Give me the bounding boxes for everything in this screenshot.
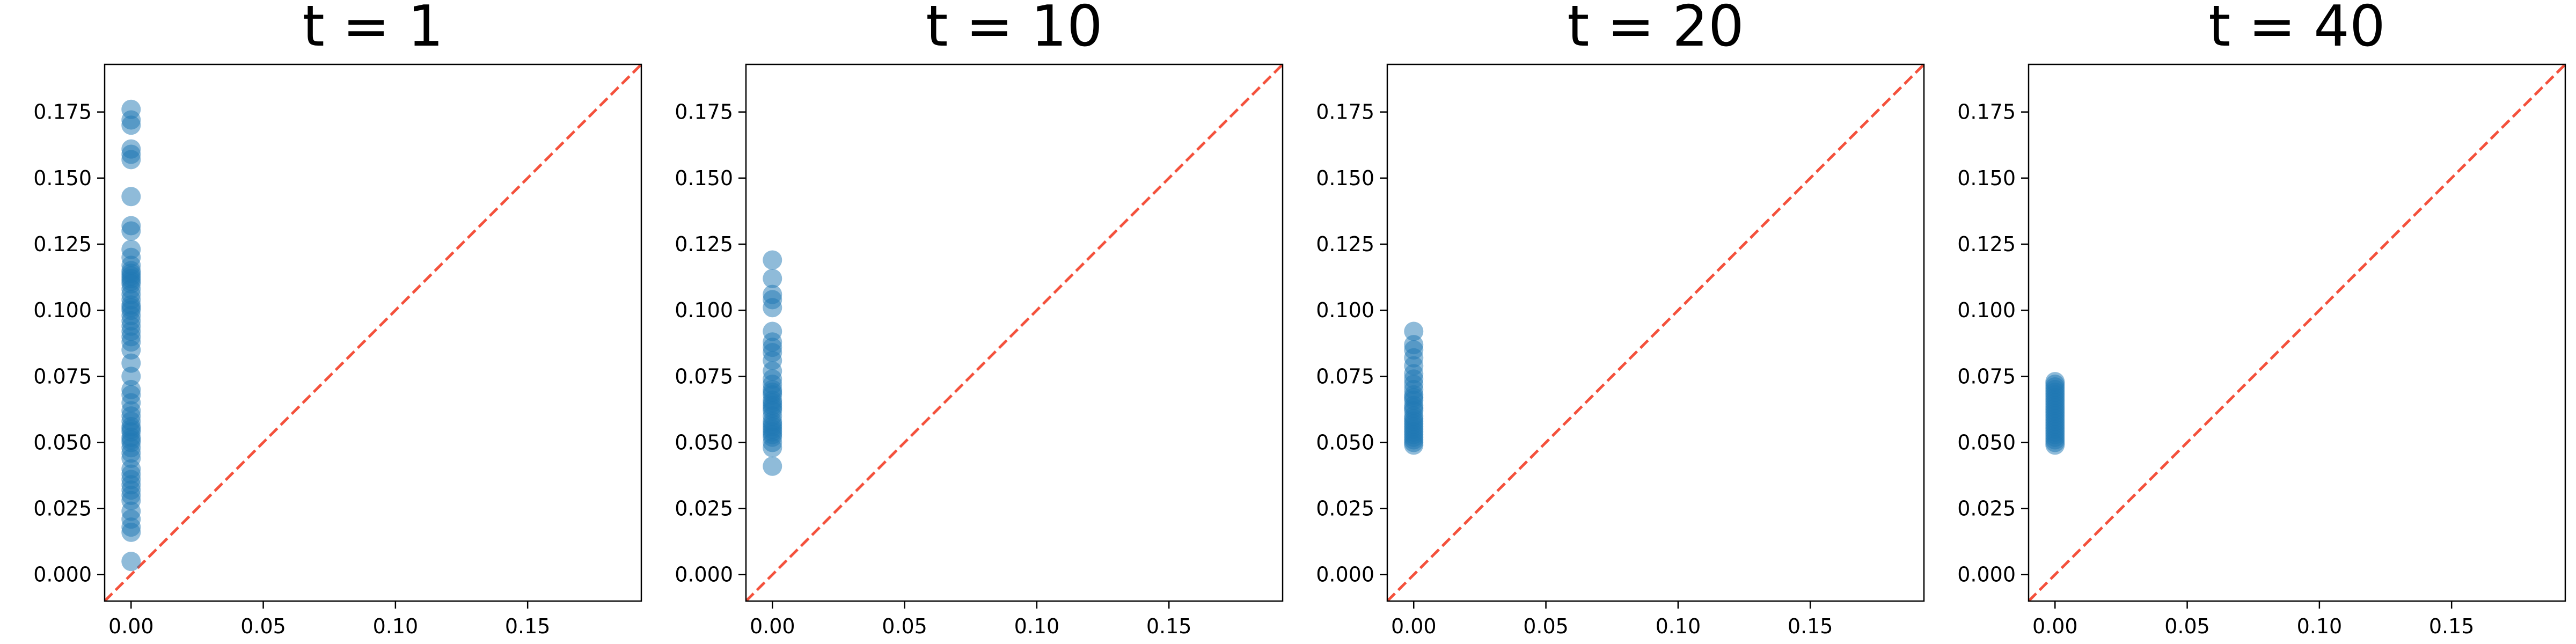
panel-title: t = 20 xyxy=(1567,0,1744,59)
scatter-points xyxy=(121,99,141,572)
x-tick-label: 0.05 xyxy=(240,614,286,638)
y-tick-label: 0.025 xyxy=(33,497,92,521)
y-tick-label: 0.075 xyxy=(1316,364,1374,388)
y-tick-label: 0.100 xyxy=(1957,298,2016,322)
plot-frame xyxy=(2028,63,2566,602)
y-tick-label: 0.000 xyxy=(1957,563,2016,587)
scatter-point xyxy=(763,269,782,289)
scatter-point xyxy=(2045,372,2065,392)
y-tick-label: 0.175 xyxy=(675,100,733,124)
x-tick-label: 0.00 xyxy=(2032,614,2078,638)
scatter-panel-3: t = 20 0.00 0.05 0.10 0.15 0.000 0.025 0.050 0.0… xyxy=(1316,0,1925,638)
scatter-point xyxy=(121,298,141,318)
y-tick-label: 0.125 xyxy=(33,232,92,256)
scatter-points xyxy=(2045,372,2065,455)
y-tick-label: 0.125 xyxy=(1957,232,2016,256)
y-tick-label: 0.100 xyxy=(33,298,92,322)
scatter-point xyxy=(121,216,141,236)
panel-title: t = 40 xyxy=(2208,0,2385,59)
y-tick-label: 0.175 xyxy=(1957,100,2016,124)
scatter-point xyxy=(1404,321,1424,341)
scatter-point xyxy=(763,250,782,270)
y-tick-label: 0.050 xyxy=(33,430,92,454)
scatter-point xyxy=(121,379,141,399)
y-tick-label: 0.025 xyxy=(1316,497,1374,521)
plot-frame xyxy=(745,63,1284,602)
scatter-point xyxy=(121,187,141,207)
scatter-point xyxy=(1404,335,1424,355)
y-tick-label: 0.000 xyxy=(1316,563,1374,587)
y-tick-label: 0.075 xyxy=(675,364,733,388)
x-tick-label: 0.10 xyxy=(2297,614,2343,638)
y-tick-label: 0.100 xyxy=(675,298,733,322)
x-tick-label: 0.05 xyxy=(882,614,927,638)
x-tick-label: 0.10 xyxy=(373,614,419,638)
x-tick-label: 0.00 xyxy=(1391,614,1437,638)
scatter-panel-2: t = 10 0.00 0.05 0.10 0.15 0.000 0.025 0.050 0.0… xyxy=(675,0,1284,638)
scatter-points xyxy=(1404,321,1424,455)
x-tick-label: 0.15 xyxy=(1788,614,1833,638)
x-tick-label: 0.00 xyxy=(750,614,795,638)
scatter-point xyxy=(121,552,141,572)
scatter-points xyxy=(763,250,782,476)
scatter-point xyxy=(121,139,141,159)
plot-frame xyxy=(104,63,642,602)
x-tick-label: 0.00 xyxy=(108,614,154,638)
y-tick-label: 0.050 xyxy=(675,430,733,454)
x-tick-label: 0.10 xyxy=(1014,614,1060,638)
y-tick-label: 0.175 xyxy=(1316,100,1374,124)
x-tick-label: 0.15 xyxy=(2429,614,2475,638)
y-tick-label: 0.150 xyxy=(33,166,92,190)
scatter-point xyxy=(763,321,782,341)
y-tick-label: 0.100 xyxy=(1316,298,1374,322)
y-tick-label: 0.025 xyxy=(675,497,733,521)
y-tick-label: 0.000 xyxy=(33,563,92,587)
x-tick-label: 0.15 xyxy=(1146,614,1192,638)
y-tick-label: 0.175 xyxy=(33,100,92,124)
x-tick-label: 0.10 xyxy=(1656,614,1701,638)
scatter-point xyxy=(121,239,141,259)
y-tick-label: 0.000 xyxy=(675,563,733,587)
y-tick-label: 0.150 xyxy=(1316,166,1374,190)
scatter-point xyxy=(121,367,141,386)
y-tick-label: 0.150 xyxy=(1957,166,2016,190)
panel-title: t = 1 xyxy=(303,0,444,59)
plot-frame xyxy=(1386,63,1925,602)
scatter-panel-4: t = 40 0.00 0.05 0.10 0.15 0.000 0.025 0.050 0.0… xyxy=(1957,0,2566,638)
x-tick-label: 0.05 xyxy=(1523,614,1569,638)
y-tick-label: 0.150 xyxy=(675,166,733,190)
y-tick-label: 0.075 xyxy=(1957,364,2016,388)
y-tick-label: 0.025 xyxy=(1957,497,2016,521)
scatter-point xyxy=(763,456,782,476)
panel-title: t = 10 xyxy=(926,0,1103,59)
x-tick-label: 0.05 xyxy=(2164,614,2210,638)
scatter-panel-1: t = 1 0.00 0.05 0.10 0.15 0.000 0.025 0.050 0.07… xyxy=(33,0,642,638)
diagonal-reference-line xyxy=(105,64,641,601)
scatter-point xyxy=(121,99,141,119)
diagonal-reference-line xyxy=(1387,64,1924,601)
diagonal-reference-line xyxy=(746,64,1283,601)
y-tick-label: 0.050 xyxy=(1957,430,2016,454)
x-tick-label: 0.15 xyxy=(505,614,551,638)
diagonal-reference-line xyxy=(2029,64,2565,601)
scatter-point xyxy=(763,284,782,304)
y-tick-label: 0.125 xyxy=(1316,232,1374,256)
y-tick-label: 0.050 xyxy=(1316,430,1374,454)
y-tick-label: 0.125 xyxy=(675,232,733,256)
y-tick-label: 0.075 xyxy=(33,364,92,388)
scatter-point xyxy=(121,353,141,373)
